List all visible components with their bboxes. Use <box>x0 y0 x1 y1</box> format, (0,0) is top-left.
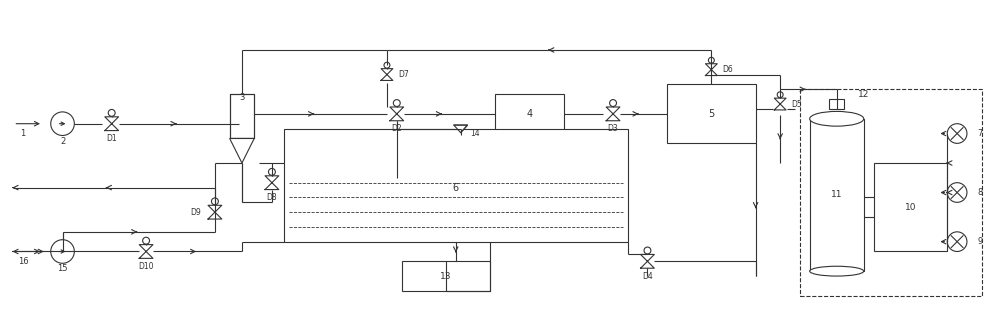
Text: D10: D10 <box>138 262 154 271</box>
Polygon shape <box>230 138 254 163</box>
Bar <box>284 129 628 242</box>
Bar <box>829 99 844 109</box>
Bar <box>230 94 254 138</box>
Text: D6: D6 <box>723 65 733 74</box>
Text: D3: D3 <box>608 124 618 133</box>
Bar <box>667 84 756 143</box>
Text: 13: 13 <box>440 272 452 280</box>
Text: 16: 16 <box>18 257 29 266</box>
Ellipse shape <box>810 112 864 126</box>
Text: D1: D1 <box>106 134 117 143</box>
Text: 9: 9 <box>977 237 982 246</box>
Text: 10: 10 <box>905 203 916 212</box>
Bar <box>495 94 564 133</box>
Ellipse shape <box>810 266 864 276</box>
Text: D8: D8 <box>267 193 277 202</box>
Bar <box>874 163 947 252</box>
Bar <box>800 89 982 296</box>
Text: D7: D7 <box>398 70 409 79</box>
Bar <box>230 94 254 138</box>
Text: D2: D2 <box>391 124 402 133</box>
Bar <box>810 119 864 271</box>
Text: 5: 5 <box>708 109 714 119</box>
Text: 7: 7 <box>977 129 982 138</box>
Text: 4: 4 <box>526 109 533 119</box>
Text: D5: D5 <box>792 99 802 109</box>
Text: D4: D4 <box>642 272 653 280</box>
Text: 8: 8 <box>977 188 982 197</box>
Text: 2: 2 <box>60 137 65 146</box>
Text: 15: 15 <box>57 264 68 273</box>
Text: 12: 12 <box>858 90 869 99</box>
Text: 11: 11 <box>831 191 842 199</box>
Polygon shape <box>454 125 468 133</box>
Text: 6: 6 <box>453 183 459 193</box>
Text: 14: 14 <box>471 129 480 138</box>
Text: D9: D9 <box>190 208 201 217</box>
Text: 3: 3 <box>239 92 245 102</box>
Text: 1: 1 <box>21 129 26 138</box>
Bar <box>402 261 490 291</box>
